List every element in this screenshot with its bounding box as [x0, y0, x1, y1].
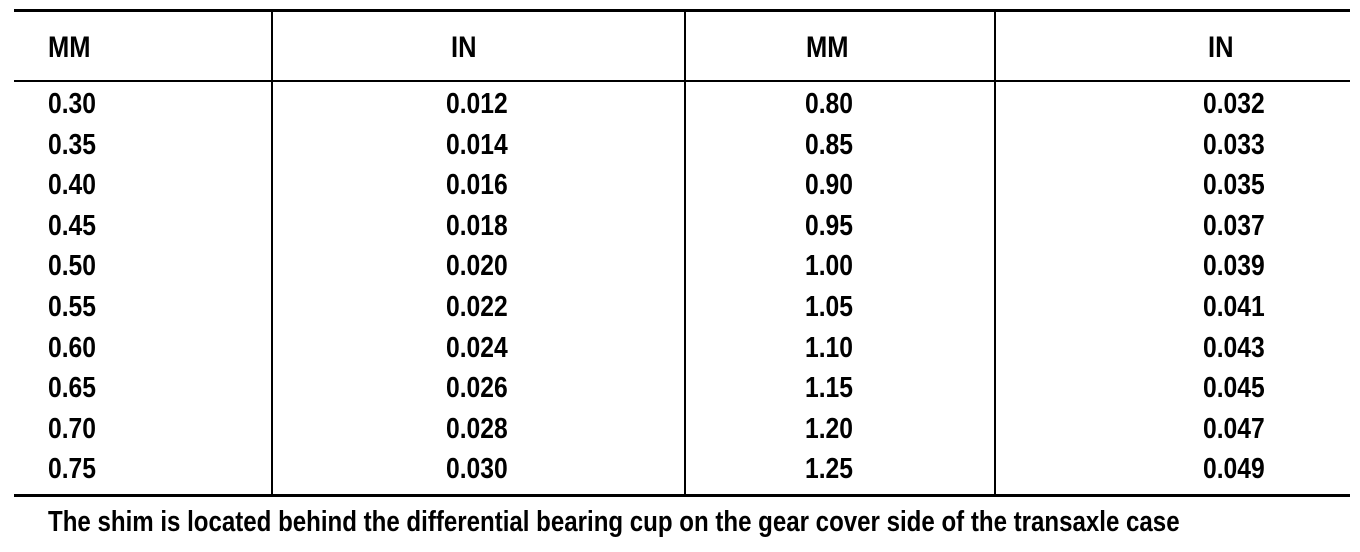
table-cell: 0.014 — [446, 128, 508, 161]
table-cell: 1.20 — [805, 412, 853, 445]
table-cell: 0.60 — [48, 331, 96, 364]
column-divider-3 — [994, 10, 996, 496]
column-in-2: 0.032 0.033 0.035 0.037 0.039 0.041 0.04… — [1203, 84, 1276, 490]
table-cell: 0.045 — [1203, 372, 1265, 405]
table-cell: 0.026 — [446, 372, 508, 405]
table-cell: 1.00 — [805, 250, 853, 283]
table-cell: 0.024 — [446, 331, 508, 364]
column-divider-1 — [271, 10, 273, 496]
column-mm-1: 0.30 0.35 0.40 0.45 0.50 0.55 0.60 0.65 … — [48, 84, 104, 490]
table-cell: 0.30 — [48, 88, 96, 120]
table-cell: 1.15 — [805, 372, 853, 405]
column-in-1: 0.012 0.014 0.016 0.018 0.020 0.022 0.02… — [446, 84, 519, 490]
table-cell: 0.028 — [446, 412, 508, 445]
table-top-rule — [14, 9, 1350, 12]
table-cell: 0.45 — [48, 209, 96, 242]
table-cell: 0.047 — [1203, 412, 1265, 445]
table-cell: 0.50 — [48, 250, 96, 283]
table-cell: 0.35 — [48, 128, 96, 161]
column-mm-2: 0.80 0.85 0.90 0.95 1.00 1.05 1.10 1.15 … — [805, 84, 861, 490]
table-cell: 0.018 — [446, 209, 508, 242]
table-cell: 0.022 — [446, 290, 508, 323]
column-divider-2 — [684, 10, 686, 496]
header-in-1: IN — [451, 31, 477, 64]
header-mm-1: MM — [48, 31, 91, 64]
table-cell: 0.033 — [1203, 128, 1265, 161]
header-in-2: IN — [1208, 31, 1234, 64]
table-cell: 0.039 — [1203, 250, 1265, 283]
table-caption: The shim is located behind the different… — [48, 506, 1180, 538]
table-cell: 0.55 — [48, 290, 96, 323]
table-cell: 0.65 — [48, 372, 96, 405]
table-cell: 0.049 — [1203, 453, 1265, 486]
table-cell: 0.043 — [1203, 331, 1265, 364]
table-cell: 0.032 — [1203, 88, 1265, 120]
table-cell: 0.030 — [446, 453, 508, 486]
table-cell: 0.90 — [805, 169, 853, 202]
table-cell: 0.035 — [1203, 169, 1265, 202]
table-bottom-rule — [14, 494, 1350, 497]
table-cell: 0.041 — [1203, 290, 1265, 323]
table-cell: 0.012 — [446, 88, 508, 120]
table-cell: 0.75 — [48, 453, 96, 486]
table-cell: 0.85 — [805, 128, 853, 161]
table-cell: 0.95 — [805, 209, 853, 242]
table-cell: 0.037 — [1203, 209, 1265, 242]
table-cell: 0.80 — [805, 88, 853, 120]
header-mm-2: MM — [806, 31, 849, 64]
table-cell: 0.40 — [48, 169, 96, 202]
table-cell: 0.020 — [446, 250, 508, 283]
table-cell: 1.05 — [805, 290, 853, 323]
table-cell: 0.016 — [446, 169, 508, 202]
table-cell: 1.10 — [805, 331, 853, 364]
table-header-rule — [14, 80, 1350, 82]
table-cell: 0.70 — [48, 412, 96, 445]
table-cell: 1.25 — [805, 453, 853, 486]
